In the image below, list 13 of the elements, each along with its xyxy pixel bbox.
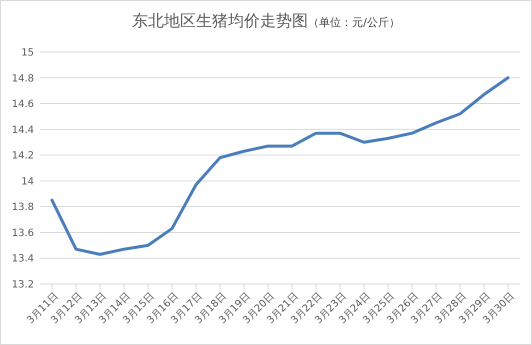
y-tick-label: 15 bbox=[21, 48, 34, 58]
y-tick-label: 14.2 bbox=[12, 150, 34, 162]
y-tick-label: 14 bbox=[21, 176, 34, 188]
y-tick-label: 13.6 bbox=[12, 228, 34, 239]
y-tick-label: 14.4 bbox=[12, 124, 34, 136]
y-tick-label: 14.6 bbox=[12, 99, 34, 110]
y-tick-label: 13.8 bbox=[12, 202, 34, 214]
y-tick-label: 13.2 bbox=[12, 280, 34, 290]
y-tick-label: 14.8 bbox=[12, 73, 34, 84]
y-tick-label: 13.4 bbox=[12, 254, 34, 265]
chart-title: 东北地区生猪均价走势图 bbox=[132, 11, 308, 30]
line-series bbox=[50, 76, 510, 256]
chart-subtitle: （单位：元/公斤） bbox=[308, 16, 400, 29]
